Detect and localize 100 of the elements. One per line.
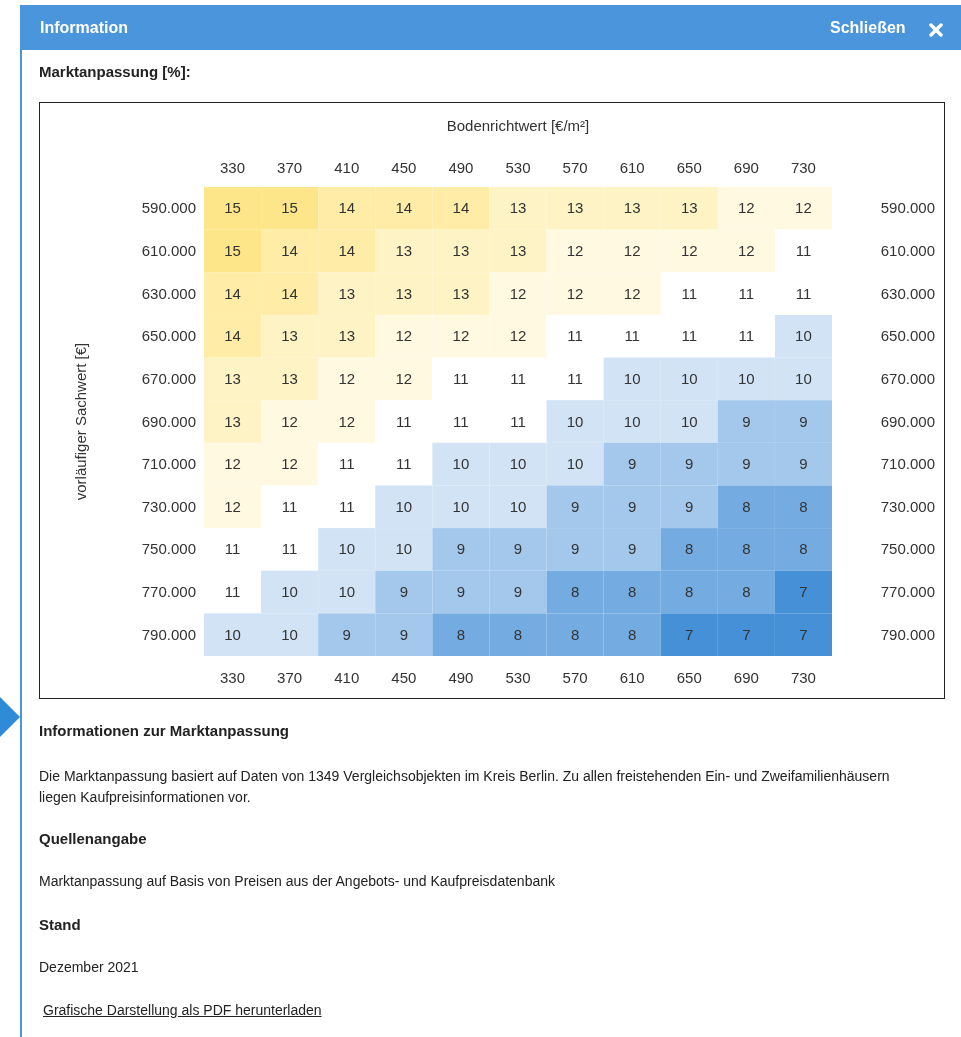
y-tick-label: 630.000 xyxy=(141,284,196,302)
data-label: 12 xyxy=(680,241,698,259)
data-label: 11 xyxy=(396,455,412,473)
data-label: 14 xyxy=(224,327,241,345)
category-label: 450 xyxy=(391,669,417,686)
data-label: 10 xyxy=(738,369,755,387)
data-label: 12 xyxy=(224,497,241,515)
y-tick-label: 590.000 xyxy=(141,199,196,217)
data-label: 11 xyxy=(396,412,412,430)
y2-tick-label: 710.000 xyxy=(880,455,935,473)
data-label: 12 xyxy=(281,412,298,430)
data-label: 11 xyxy=(338,455,355,473)
category-label: 410 xyxy=(334,669,360,686)
x-tick-label: 730 xyxy=(790,159,816,176)
data-label: 13 xyxy=(452,284,470,302)
data-label: 12 xyxy=(395,369,413,387)
data-label: 8 xyxy=(570,583,580,601)
data-label: 13 xyxy=(281,369,298,387)
y2-tick-label: 610.000 xyxy=(880,241,935,259)
data-label: 10 xyxy=(623,412,641,430)
data-label: 10 xyxy=(338,583,356,601)
data-label: 15 xyxy=(281,199,298,217)
data-label: 9 xyxy=(799,455,808,473)
data-label: 13 xyxy=(566,199,584,217)
data-label: 10 xyxy=(224,625,241,643)
data-label: 9 xyxy=(742,455,751,473)
data-label: 13 xyxy=(395,241,413,259)
data-label: 11 xyxy=(681,327,698,345)
data-label: 11 xyxy=(738,327,755,345)
y2-tick-label: 630.000 xyxy=(880,284,935,302)
text: Marktanpassung auf Basis von Preisen aus der Angebots- und Kaufpreisdatenbank xyxy=(39,873,555,889)
data-label: 11 xyxy=(624,327,640,345)
data-label: 10 xyxy=(680,369,698,387)
data-label: 10 xyxy=(509,497,527,515)
data-label: 11 xyxy=(338,497,355,515)
y2-tick-label: 750.000 xyxy=(880,540,935,558)
category-label: 610 xyxy=(619,669,645,686)
data-label: 11 xyxy=(567,327,583,345)
data-label: 10 xyxy=(452,455,470,473)
data-label: 10 xyxy=(680,412,698,430)
text: Information xyxy=(40,19,128,37)
data-label: 13 xyxy=(452,241,470,259)
y-tick-label: 690.000 xyxy=(141,412,196,430)
data-label: 12 xyxy=(509,327,527,345)
data-label: 11 xyxy=(681,284,698,302)
data-label: 9 xyxy=(456,540,466,558)
data-label: 7 xyxy=(799,583,808,601)
data-label: 10 xyxy=(281,625,298,643)
category-label: 370 xyxy=(277,669,303,686)
data-label: 12 xyxy=(452,327,470,345)
data-label: 11 xyxy=(224,583,241,601)
data-label: 7 xyxy=(685,625,694,643)
x-tick-label: 330 xyxy=(220,159,246,176)
category-label: 570 xyxy=(562,669,588,686)
data-label: 13 xyxy=(395,284,413,302)
data-label: 10 xyxy=(395,540,413,558)
category-label: 530 xyxy=(505,669,531,686)
x-tick-label: 490 xyxy=(448,159,474,176)
x-tick-label: 650 xyxy=(676,159,702,176)
data-label: 10 xyxy=(395,497,413,515)
data-label: 8 xyxy=(685,540,694,558)
data-label: 11 xyxy=(281,497,298,515)
data-label: 9 xyxy=(456,583,466,601)
data-label: 8 xyxy=(742,497,751,515)
data-label: 14 xyxy=(452,199,470,217)
data-label: 13 xyxy=(509,241,527,259)
data-label: 8 xyxy=(799,540,808,558)
data-label: 12 xyxy=(795,199,812,217)
data-label: 11 xyxy=(281,540,298,558)
data-label: 8 xyxy=(570,625,580,643)
data-label: 9 xyxy=(570,540,580,558)
y-tick-label: 770.000 xyxy=(141,583,196,601)
data-label: 13 xyxy=(338,327,356,345)
text: Dezember 2021 xyxy=(39,959,139,975)
y2-tick-label: 690.000 xyxy=(880,412,935,430)
y-axis-title: vorläufiger Sachwert [€] xyxy=(72,342,89,501)
y-tick-label: 730.000 xyxy=(141,497,196,515)
x-tick-label: 530 xyxy=(505,159,531,176)
data-label: 9 xyxy=(685,455,694,473)
category-label: 730 xyxy=(790,669,816,686)
data-label: 12 xyxy=(281,455,298,473)
data-label: 10 xyxy=(452,497,470,515)
data-label: 15 xyxy=(224,241,241,259)
data-label: 8 xyxy=(799,497,808,515)
data-label: 14 xyxy=(281,241,298,259)
data-label: 12 xyxy=(623,284,641,302)
data-label: 13 xyxy=(224,369,241,387)
data-label: 11 xyxy=(453,369,469,387)
y2-tick-label: 770.000 xyxy=(880,583,935,601)
data-label: 9 xyxy=(399,583,408,601)
data-label: 13 xyxy=(281,327,298,345)
data-label: 7 xyxy=(742,625,751,643)
y-tick-label: 610.000 xyxy=(141,241,196,259)
category-label: 330 xyxy=(220,669,246,686)
data-label: 9 xyxy=(628,497,637,515)
x-tick-label: 450 xyxy=(391,159,417,176)
data-label: 9 xyxy=(628,540,637,558)
text: Die Marktanpassung basiert auf Daten von 1349 Vergleichsobjekten im Kreis Berlin. Zu allen freistehenden Ein- und Zweifamilienhäusern liegen Kaufpreisinformationen vor. xyxy=(39,767,891,807)
y2-tick-label: 650.000 xyxy=(880,327,935,345)
y2-tick-label: 590.000 xyxy=(880,199,935,217)
